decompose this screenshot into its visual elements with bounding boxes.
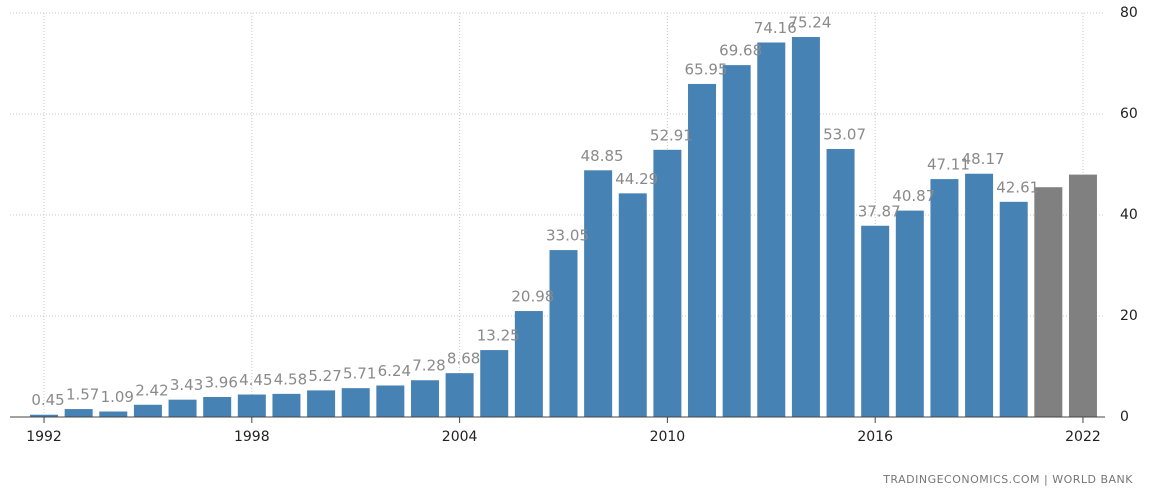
x-tick-label: 2022 bbox=[1065, 429, 1101, 445]
bar bbox=[1034, 187, 1063, 417]
bar bbox=[895, 210, 924, 417]
bar bbox=[688, 83, 717, 417]
bar bbox=[757, 42, 786, 417]
bar bbox=[307, 390, 336, 417]
value-label: 13.25 bbox=[477, 327, 520, 345]
bar bbox=[237, 394, 266, 417]
bar bbox=[1068, 174, 1097, 417]
bar bbox=[791, 37, 820, 418]
value-label: 5.71 bbox=[343, 365, 376, 383]
value-label: 52.91 bbox=[650, 126, 693, 144]
bar bbox=[203, 397, 232, 417]
x-tick-label: 1998 bbox=[234, 429, 270, 445]
value-label: 3.43 bbox=[170, 376, 203, 394]
value-label: 74.16 bbox=[754, 19, 797, 37]
y-tick-label: 60 bbox=[1120, 106, 1138, 122]
value-label: 47.11 bbox=[927, 156, 970, 174]
value-label: 7.28 bbox=[412, 357, 445, 375]
value-label: 1.09 bbox=[101, 388, 134, 406]
bar bbox=[133, 404, 162, 417]
y-tick-label: 80 bbox=[1120, 5, 1138, 21]
bar bbox=[410, 380, 439, 417]
value-label: 42.61 bbox=[996, 178, 1039, 196]
bar bbox=[549, 250, 578, 417]
x-tick-label: 2010 bbox=[650, 429, 686, 445]
bar bbox=[965, 173, 994, 417]
value-label: 53.07 bbox=[823, 125, 866, 143]
bar bbox=[618, 193, 647, 417]
value-label: 5.27 bbox=[308, 367, 341, 385]
bar bbox=[826, 148, 855, 417]
value-label: 4.58 bbox=[274, 370, 307, 388]
value-label: 48.85 bbox=[581, 147, 624, 165]
bar bbox=[480, 350, 509, 417]
bar bbox=[930, 179, 959, 417]
value-label: 1.57 bbox=[66, 386, 99, 404]
bar bbox=[168, 399, 197, 417]
value-label: 0.45 bbox=[31, 391, 64, 409]
value-label: 69.68 bbox=[719, 42, 762, 60]
x-tick-label: 2016 bbox=[857, 429, 893, 445]
value-label: 37.87 bbox=[858, 202, 901, 220]
bar bbox=[514, 311, 543, 417]
value-label: 75.24 bbox=[788, 14, 831, 32]
bar bbox=[30, 414, 59, 417]
bar bbox=[999, 201, 1028, 417]
value-label: 8.68 bbox=[447, 350, 480, 368]
value-label: 33.05 bbox=[546, 227, 589, 245]
value-label: 48.17 bbox=[962, 150, 1005, 168]
x-tick-label: 1992 bbox=[26, 429, 62, 445]
bar bbox=[341, 388, 370, 417]
bar bbox=[722, 65, 751, 417]
x-tick-label: 2004 bbox=[442, 429, 478, 445]
value-label: 2.42 bbox=[135, 381, 168, 399]
bar bbox=[272, 393, 301, 417]
bar bbox=[653, 149, 682, 417]
bar bbox=[376, 385, 405, 417]
value-label: 4.45 bbox=[239, 371, 272, 389]
value-label: 6.24 bbox=[378, 362, 411, 380]
source: TRADINGECONOMICS.COM | WORLD BANK bbox=[882, 473, 1133, 486]
bar bbox=[99, 411, 128, 417]
y-tick-label: 0 bbox=[1120, 409, 1129, 425]
value-label: 40.87 bbox=[892, 187, 935, 205]
bar bbox=[584, 170, 613, 417]
bar bbox=[861, 225, 890, 417]
value-label: 65.95 bbox=[685, 60, 728, 78]
y-tick-label: 40 bbox=[1120, 207, 1138, 223]
y-tick-label: 20 bbox=[1120, 308, 1138, 324]
value-label: 44.29 bbox=[615, 170, 658, 188]
value-label: 20.98 bbox=[511, 288, 554, 306]
bar bbox=[445, 373, 474, 417]
value-label: 3.96 bbox=[204, 374, 237, 392]
bar bbox=[64, 409, 93, 417]
